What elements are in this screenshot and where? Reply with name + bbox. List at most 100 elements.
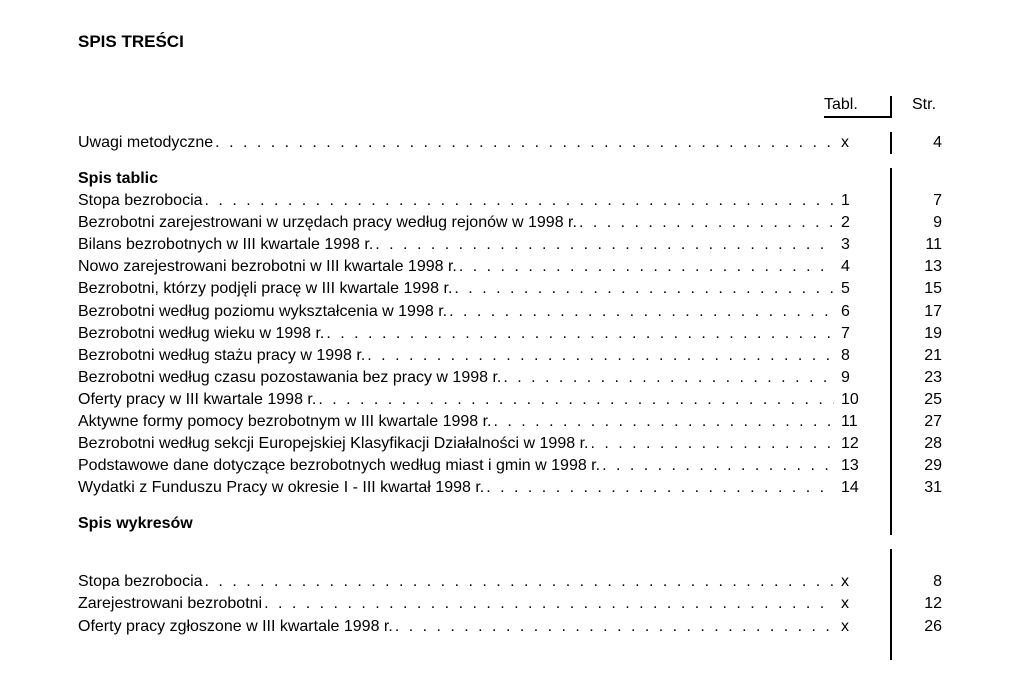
column-divider: [890, 389, 892, 411]
toc-dots: . . . . . . . . . . . . . . . . . . . . …: [326, 323, 834, 345]
toc-dots: . . . . . . . . . . . . . . . . . . . . …: [602, 455, 834, 477]
toc-dots: . . . . . . . . . . . . . . . . . . . . …: [494, 411, 835, 433]
toc-row: Bezrobotni według wieku w 1998 r. . . . …: [78, 323, 946, 345]
toc-tab-value: 7: [836, 323, 890, 345]
toc-tab-value: 10: [836, 389, 890, 411]
toc-tab-value: 14: [836, 477, 890, 499]
toc-row: Uwagi metodyczne . . . . . . . . . . . .…: [78, 132, 946, 154]
blank-row: .: [78, 638, 946, 660]
toc-row: Wydatki z Funduszu Pracy w okresie I - I…: [78, 477, 946, 499]
toc-dots: . . . . . . . . . . . . . . . . . . . . …: [318, 389, 834, 411]
column-divider: [890, 323, 892, 345]
toc-row: Bezrobotni według poziomu wykształcenia …: [78, 301, 946, 323]
toc-str-value: 9: [902, 212, 946, 234]
toc-tab-value: 11: [836, 411, 890, 433]
toc-str-value: 17: [902, 301, 946, 323]
toc-str-value: 21: [902, 345, 946, 367]
toc-dots: . . . . . . . . . . . . . . . . . . . . …: [395, 616, 834, 638]
column-divider: [890, 433, 892, 455]
header-spacer: [78, 96, 824, 118]
toc-str-value: 23: [902, 367, 946, 389]
toc-row: Stopa bezrobocia . . . . . . . . . . . .…: [78, 571, 946, 593]
section-row: Spis tablic .: [78, 168, 946, 190]
toc-str-value: 27: [902, 411, 946, 433]
toc-tab-value: 6: [836, 301, 890, 323]
column-divider: [890, 638, 892, 660]
toc-str-value: 7: [902, 190, 946, 212]
toc-row: Bilans bezrobotnych w III kwartale 1998 …: [78, 234, 946, 256]
column-divider: [890, 499, 892, 535]
toc-label: Nowo zarejestrowani bezrobotni w III kwa…: [78, 256, 457, 278]
toc-label: Bezrobotni według stażu pracy w 1998 r.: [78, 345, 365, 367]
toc-str-value: 4: [902, 132, 946, 154]
toc-dots: . . . . . . . . . . . . . . . . . . . . …: [375, 234, 834, 256]
toc-dots: . . . . . . . . . . . . . . . . . . . . …: [449, 301, 834, 323]
section-heading-spis-tablic: Spis tablic: [78, 168, 158, 190]
toc-dots: . . . . . . . . . . . . . . . . . . . . …: [503, 367, 834, 389]
toc-tab-value: 3: [836, 234, 890, 256]
toc-tab-value: x: [836, 616, 890, 638]
toc-str-value: 8: [902, 571, 946, 593]
toc-dots: . . . . . . . . . . . . . . . . . . . . …: [264, 593, 834, 615]
toc-row: Bezrobotni według sekcji Europejskiej Kl…: [78, 433, 946, 455]
toc-label: [78, 638, 82, 660]
column-divider: [890, 411, 892, 433]
toc-tab-value: 5: [836, 278, 890, 300]
blank-row: .: [78, 549, 946, 571]
toc-str-value: 28: [902, 433, 946, 455]
toc-tab-value: 2: [836, 212, 890, 234]
toc-tab-value: x: [836, 132, 890, 154]
toc-dots: . . . . . . . . . . . . . . . . . . . . …: [454, 278, 834, 300]
toc-tab-value: 4: [836, 256, 890, 278]
toc-label: Stopa bezrobocia: [78, 571, 203, 593]
toc-tab-value: 9: [836, 367, 890, 389]
toc-tab-value: x: [836, 593, 890, 615]
toc-label: Oferty pracy zgłoszone w III kwartale 19…: [78, 616, 393, 638]
toc-label: Bezrobotni według sekcji Europejskiej Kl…: [78, 433, 588, 455]
toc-dots: . . . . . . . . . . . . . . . . . . . . …: [205, 190, 834, 212]
toc-dots: . . . . . . . . . . . . . . . . . . . . …: [367, 345, 834, 367]
toc-str-value: 12: [902, 593, 946, 615]
section-heading-spis-wykresow: Spis wykresów: [78, 513, 193, 535]
toc-dots: . . . . . . . . . . . . . . . . . . . . …: [459, 256, 834, 278]
toc-str-value: 19: [902, 323, 946, 345]
toc-label: Stopa bezrobocia: [78, 190, 203, 212]
toc-str-value: 25: [902, 389, 946, 411]
toc-str-value: 13: [902, 256, 946, 278]
column-divider: [890, 571, 892, 593]
toc-row: Bezrobotni według stażu pracy w 1998 r. …: [78, 345, 946, 367]
toc-row: Bezrobotni zarejestrowani w urzędach pra…: [78, 212, 946, 234]
toc-tab-value: 13: [836, 455, 890, 477]
column-divider: [890, 549, 892, 571]
toc-str-value: 31: [902, 477, 946, 499]
toc-label: Bezrobotni według wieku w 1998 r.: [78, 323, 324, 345]
toc-label: Bezrobotni zarejestrowani w urzędach pra…: [78, 212, 577, 234]
toc-tab-value: 12: [836, 433, 890, 455]
toc-label: Uwagi metodyczne: [78, 132, 213, 154]
column-divider: [890, 168, 892, 190]
column-header-tabl: Tabl.: [824, 96, 890, 118]
toc-tab-value: x: [836, 571, 890, 593]
column-header-row: Tabl. Str.: [78, 96, 946, 118]
toc-label: Aktywne formy pomocy bezrobotnym w III k…: [78, 411, 492, 433]
toc-label: [78, 549, 82, 571]
page-title: SPIS TREŚCI: [78, 32, 946, 52]
toc-tab-value: 8: [836, 345, 890, 367]
toc-row: Aktywne formy pomocy bezrobotnym w III k…: [78, 411, 946, 433]
column-divider: [890, 278, 892, 300]
column-divider: [890, 593, 892, 615]
column-divider: [890, 234, 892, 256]
toc-label: Bezrobotni według poziomu wykształcenia …: [78, 301, 447, 323]
toc-dots: . . . . . . . . . . . . . . . . . . . . …: [590, 433, 834, 455]
toc-row: Nowo zarejestrowani bezrobotni w III kwa…: [78, 256, 946, 278]
toc-label: Bilans bezrobotnych w III kwartale 1998 …: [78, 234, 373, 256]
column-divider: [890, 256, 892, 278]
toc-row: Oferty pracy zgłoszone w III kwartale 19…: [78, 616, 946, 638]
toc-tab-value: 1: [836, 190, 890, 212]
toc-dots: . . . . . . . . . . . . . . . . . . . . …: [579, 212, 834, 234]
toc-str-value: 29: [902, 455, 946, 477]
page-content: SPIS TREŚCI Tabl. Str. Uwagi metodyczne …: [78, 32, 946, 660]
toc-label: Podstawowe dane dotyczące bezrobotnych w…: [78, 455, 600, 477]
toc-label: Bezrobotni według czasu pozostawania bez…: [78, 367, 501, 389]
toc-dots: . . . . . . . . . . . . . . . . . . . . …: [215, 132, 834, 154]
